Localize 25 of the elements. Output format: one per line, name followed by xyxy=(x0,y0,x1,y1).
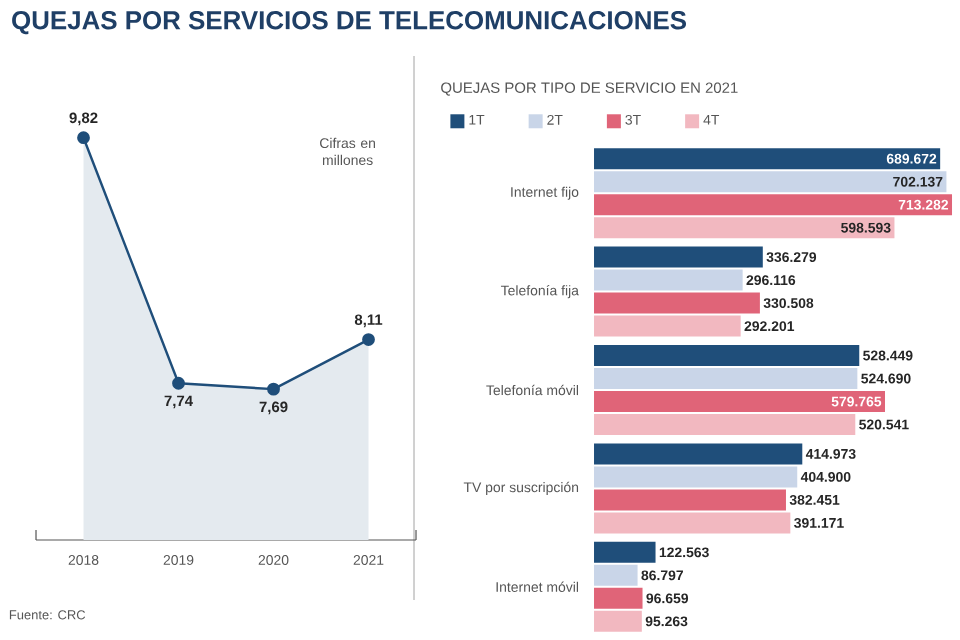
bar xyxy=(594,368,858,390)
point xyxy=(362,333,375,346)
bar xyxy=(594,564,638,586)
bar xyxy=(594,610,642,632)
bar xyxy=(594,587,643,609)
bar xyxy=(594,489,786,511)
bar xyxy=(594,217,895,239)
bar xyxy=(594,171,947,193)
point xyxy=(267,382,280,396)
point xyxy=(172,376,185,390)
bar xyxy=(594,292,760,314)
bar xyxy=(594,512,791,534)
bar xyxy=(594,269,743,291)
bar xyxy=(594,466,798,488)
bar xyxy=(594,345,860,367)
bar xyxy=(594,315,741,337)
chart-title: QUEJAS POR SERVICIOS DE TELECOMUNICACIONES xyxy=(12,11,687,35)
bar xyxy=(594,391,885,413)
bar xyxy=(594,246,763,268)
bar xyxy=(594,541,656,563)
point xyxy=(77,131,90,145)
bar xyxy=(594,414,856,436)
bar xyxy=(594,443,803,465)
bar xyxy=(594,194,953,216)
bar xyxy=(594,148,941,170)
